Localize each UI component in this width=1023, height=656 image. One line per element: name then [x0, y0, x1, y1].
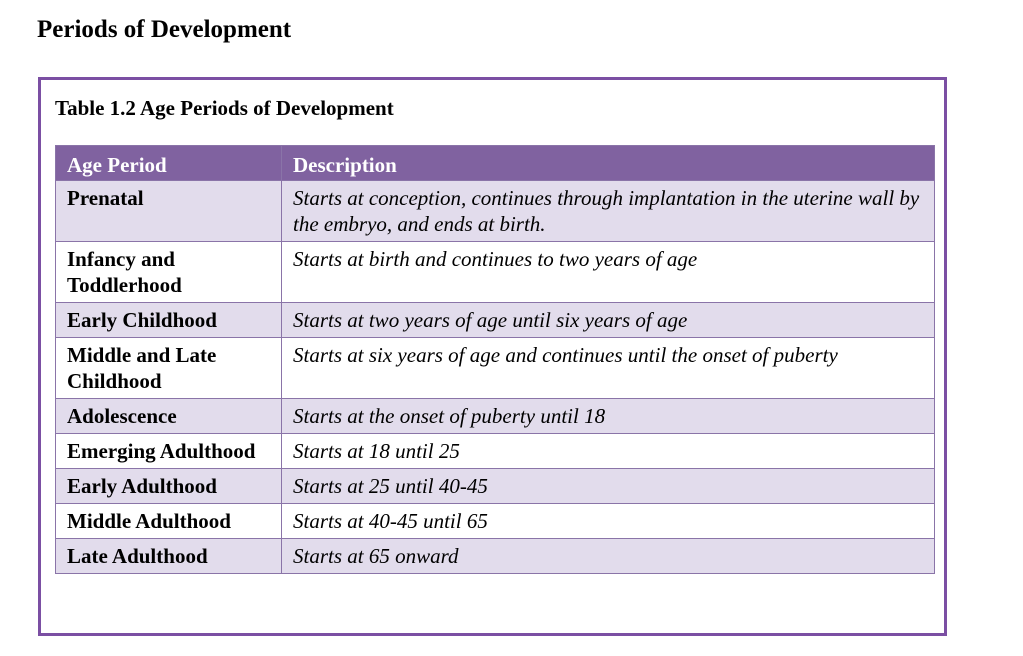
description-cell: Starts at 18 until 25	[281, 433, 935, 469]
age-period-cell: Prenatal	[55, 180, 282, 242]
header-description: Description	[281, 145, 935, 181]
table-row: Emerging Adulthood Starts at 18 until 25	[55, 433, 935, 469]
table-header-row: Age Period Description	[55, 145, 935, 181]
age-period-cell: Late Adulthood	[55, 538, 282, 574]
age-period-cell: Early Adulthood	[55, 468, 282, 504]
table-row: Infancy and Toddlerhood Starts at birth …	[55, 241, 935, 303]
table-caption: Table 1.2 Age Periods of Development	[55, 96, 394, 120]
description-cell: Starts at birth and continues to two yea…	[281, 241, 935, 303]
age-periods-table: Age Period Description Prenatal Starts a…	[55, 145, 935, 574]
age-period-cell: Emerging Adulthood	[55, 433, 282, 469]
description-cell: Starts at 65 onward	[281, 538, 935, 574]
age-period-cell: Middle and Late Childhood	[55, 337, 282, 399]
table-row: Adolescence Starts at the onset of puber…	[55, 398, 935, 434]
description-cell: Starts at two years of age until six yea…	[281, 302, 935, 338]
table-row: Late Adulthood Starts at 65 onward	[55, 538, 935, 574]
table-row: Middle and Late Childhood Starts at six …	[55, 337, 935, 399]
table-row: Middle Adulthood Starts at 40-45 until 6…	[55, 503, 935, 539]
description-cell: Starts at 25 until 40-45	[281, 468, 935, 504]
description-cell: Starts at the onset of puberty until 18	[281, 398, 935, 434]
description-cell: Starts at conception, continues through …	[281, 180, 935, 242]
header-age-period: Age Period	[55, 145, 282, 181]
description-cell: Starts at six years of age and continues…	[281, 337, 935, 399]
age-period-cell: Early Childhood	[55, 302, 282, 338]
page-heading: Periods of Development	[37, 16, 292, 43]
table-frame	[38, 77, 947, 636]
table-row: Early Childhood Starts at two years of a…	[55, 302, 935, 338]
age-period-cell: Adolescence	[55, 398, 282, 434]
table-row: Early Adulthood Starts at 25 until 40-45	[55, 468, 935, 504]
table-row: Prenatal Starts at conception, continues…	[55, 180, 935, 242]
age-period-cell: Infancy and Toddlerhood	[55, 241, 282, 303]
description-cell: Starts at 40-45 until 65	[281, 503, 935, 539]
age-period-cell: Middle Adulthood	[55, 503, 282, 539]
